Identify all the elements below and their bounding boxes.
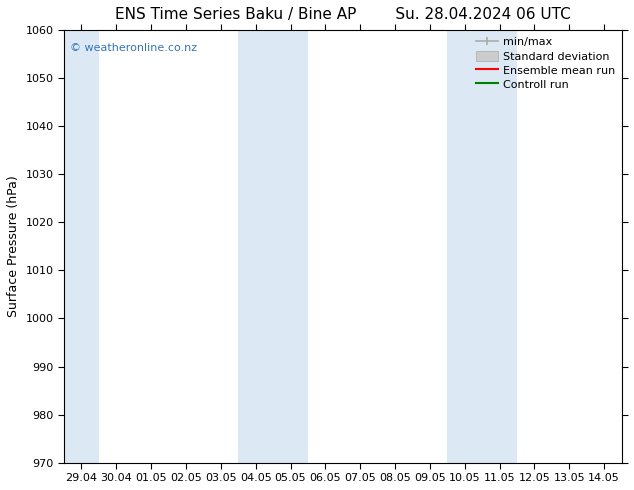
Bar [238,30,308,463]
Bar [448,30,517,463]
Text: © weatheronline.co.nz: © weatheronline.co.nz [70,43,197,53]
Title: ENS Time Series Baku / Bine AP        Su. 28.04.2024 06 UTC: ENS Time Series Baku / Bine AP Su. 28.04… [115,7,571,22]
Legend: min/max, Standard deviation, Ensemble mean run, Controll run: min/max, Standard deviation, Ensemble me… [472,33,618,93]
Y-axis label: Surface Pressure (hPa): Surface Pressure (hPa) [7,175,20,317]
Bar [64,30,99,463]
